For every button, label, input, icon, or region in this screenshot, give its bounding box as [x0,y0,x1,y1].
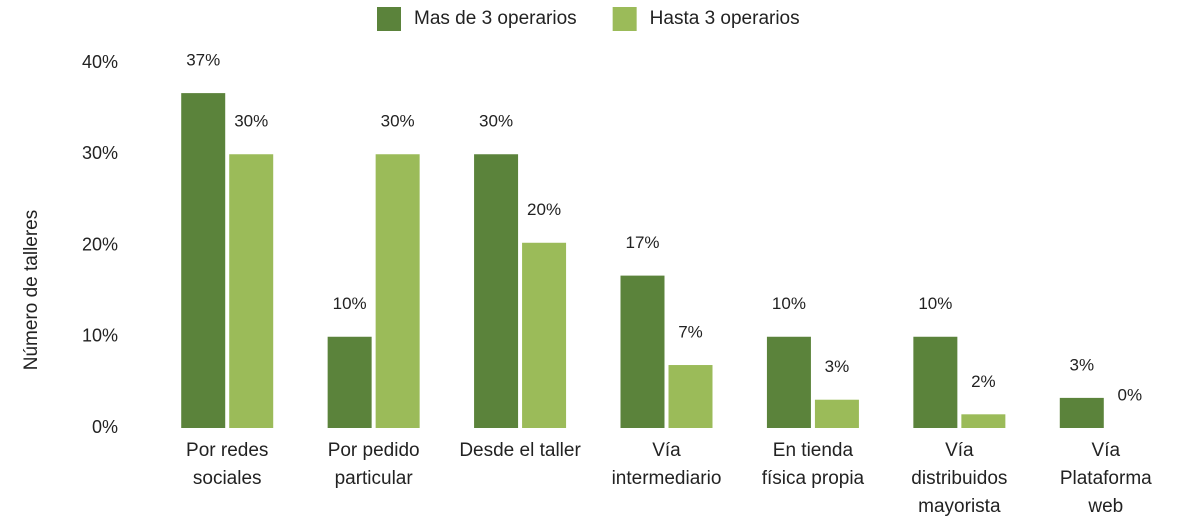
data-label: 0% [1117,385,1142,404]
y-tick-label: 0% [92,417,118,437]
x-tick-label: Desde el taller [459,440,581,461]
data-label: 30% [381,112,415,131]
y-axis-label: Número de talleres [21,210,42,371]
bar [620,275,665,428]
bar [327,336,372,428]
x-tick-label: Vía distribuidos mayorista [911,440,1008,517]
legend-label: Mas de 3 operarios [414,8,577,29]
x-tick-label: Por pedido particular [327,440,420,489]
data-label: 30% [479,112,513,131]
bar [474,154,519,428]
y-tick-label: 10% [82,326,118,346]
x-tick-label: Vía intermediario [611,440,722,489]
data-label: 3% [1069,355,1094,374]
y-tick-label: 20% [82,234,118,254]
x-tick-label: Por redes sociales [186,440,269,489]
data-label: 37% [186,51,220,70]
legend-swatch [612,7,637,31]
data-label: 30% [234,112,268,131]
bar [229,154,274,428]
y-tick-label: 30% [82,143,118,163]
data-label: 2% [971,372,996,391]
data-label: 10% [918,294,952,313]
y-tick-label: 40% [82,52,118,72]
data-label: 20% [527,200,561,219]
data-label: 10% [333,294,367,313]
x-tick-label: En tienda física propia [761,440,865,489]
bar [913,336,958,428]
data-label: 3% [825,357,850,376]
bar [181,93,226,429]
bar [375,154,420,428]
bar [814,399,859,428]
x-tick-label: Vía Plataforma web [1059,440,1152,517]
data-label: 17% [625,233,659,252]
bar [1059,397,1104,428]
bar [668,365,713,428]
data-label: 7% [678,323,703,342]
bar [522,242,567,428]
bar [961,414,1006,428]
data-label: 10% [772,294,806,313]
legend-label: Hasta 3 operarios [650,8,800,29]
legend-swatch [377,7,401,31]
bar [766,336,811,428]
